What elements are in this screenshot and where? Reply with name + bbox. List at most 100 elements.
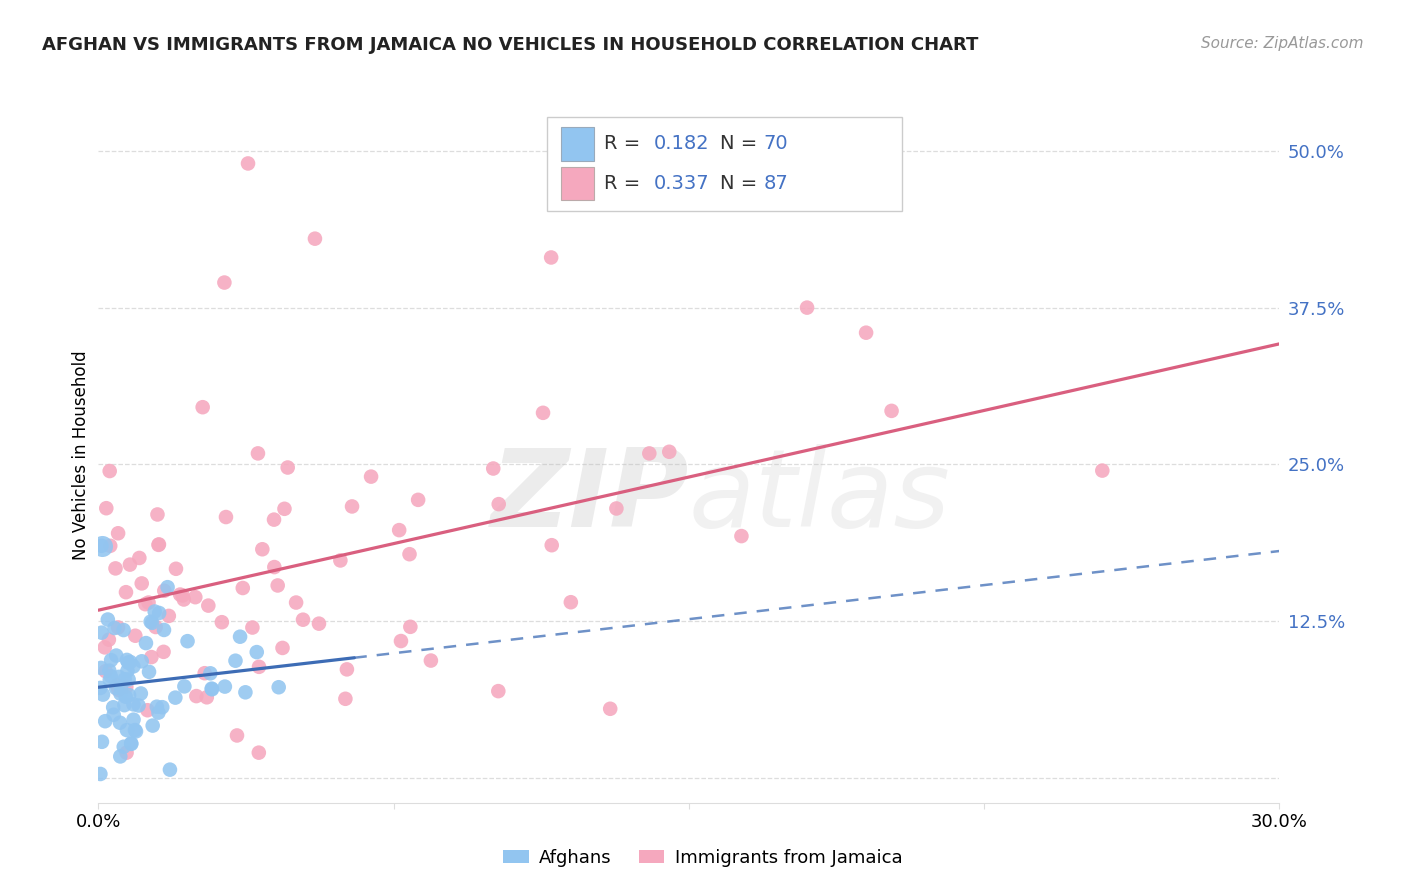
Point	[115, 746, 138, 760]
Point	[605, 501, 627, 516]
Point	[108, 670, 131, 684]
Point	[108, 715, 131, 730]
Point	[638, 446, 661, 460]
Point	[103, 700, 125, 714]
Point	[308, 616, 330, 631]
Point	[148, 537, 170, 551]
Point	[173, 592, 195, 607]
Point	[165, 690, 187, 705]
Point	[115, 653, 138, 667]
Point	[125, 724, 148, 739]
Point	[263, 560, 285, 574]
Point	[112, 739, 135, 754]
Point	[117, 673, 139, 687]
Point	[419, 654, 441, 668]
Point	[540, 538, 562, 552]
Point	[90, 539, 112, 553]
Point	[214, 680, 236, 694]
Point	[100, 653, 122, 667]
Point	[124, 723, 146, 737]
Point	[336, 662, 359, 676]
Point	[104, 561, 127, 575]
Point	[148, 538, 170, 552]
Point	[388, 523, 411, 537]
Point	[107, 526, 129, 541]
Point	[176, 634, 198, 648]
Legend: Afghans, Immigrants from Jamaica: Afghans, Immigrants from Jamaica	[496, 842, 910, 874]
Point	[340, 500, 363, 514]
Point	[94, 714, 117, 729]
Point	[142, 718, 165, 732]
Point	[115, 585, 138, 599]
Point	[135, 636, 157, 650]
Point	[91, 735, 114, 749]
Point	[197, 599, 219, 613]
Point	[115, 723, 138, 737]
Point	[120, 736, 142, 750]
Point	[389, 634, 412, 648]
Point	[105, 678, 128, 692]
Point	[247, 660, 270, 674]
Point	[98, 673, 121, 687]
Point	[488, 497, 510, 511]
Point	[150, 700, 173, 714]
Text: ZIP: ZIP	[491, 443, 689, 549]
Point	[157, 608, 180, 623]
Point	[117, 656, 139, 670]
Point	[122, 698, 145, 712]
Point	[267, 578, 290, 592]
Point	[211, 615, 233, 630]
Point	[110, 681, 132, 696]
Point	[482, 461, 505, 475]
Point	[242, 621, 264, 635]
Point	[112, 698, 135, 713]
Point	[118, 688, 141, 702]
Point	[304, 232, 326, 246]
Point	[1091, 464, 1114, 478]
Point	[89, 767, 111, 781]
Point	[107, 682, 129, 697]
Point	[156, 580, 179, 594]
Point	[855, 326, 877, 340]
Point	[129, 686, 152, 700]
Point	[128, 698, 150, 713]
Point	[118, 558, 141, 572]
Point	[252, 542, 274, 557]
Point	[599, 702, 621, 716]
Text: 0.337: 0.337	[654, 174, 709, 193]
Point	[131, 576, 153, 591]
Point	[201, 682, 224, 697]
Point	[540, 251, 562, 265]
Point	[399, 620, 422, 634]
Point	[406, 492, 429, 507]
Point	[110, 749, 132, 764]
Point	[236, 156, 259, 170]
Point	[138, 665, 160, 679]
Point	[114, 673, 136, 687]
Point	[214, 276, 236, 290]
Point	[184, 590, 207, 604]
Point	[329, 553, 352, 567]
Point	[98, 539, 121, 553]
Point	[115, 680, 138, 694]
Point	[658, 444, 681, 458]
Point	[165, 562, 187, 576]
Point	[148, 706, 170, 720]
Point	[235, 685, 257, 699]
Point	[277, 460, 299, 475]
Point	[186, 689, 208, 703]
Point	[486, 684, 509, 698]
Point	[200, 666, 222, 681]
FancyBboxPatch shape	[547, 118, 901, 211]
Point	[89, 681, 111, 695]
Point	[796, 301, 818, 315]
Point	[96, 501, 118, 516]
Point	[215, 510, 238, 524]
Point	[335, 691, 357, 706]
Point	[136, 703, 159, 717]
Point	[247, 746, 270, 760]
Point	[141, 615, 163, 630]
Point	[104, 681, 127, 695]
Point	[128, 551, 150, 566]
Point	[194, 666, 217, 681]
